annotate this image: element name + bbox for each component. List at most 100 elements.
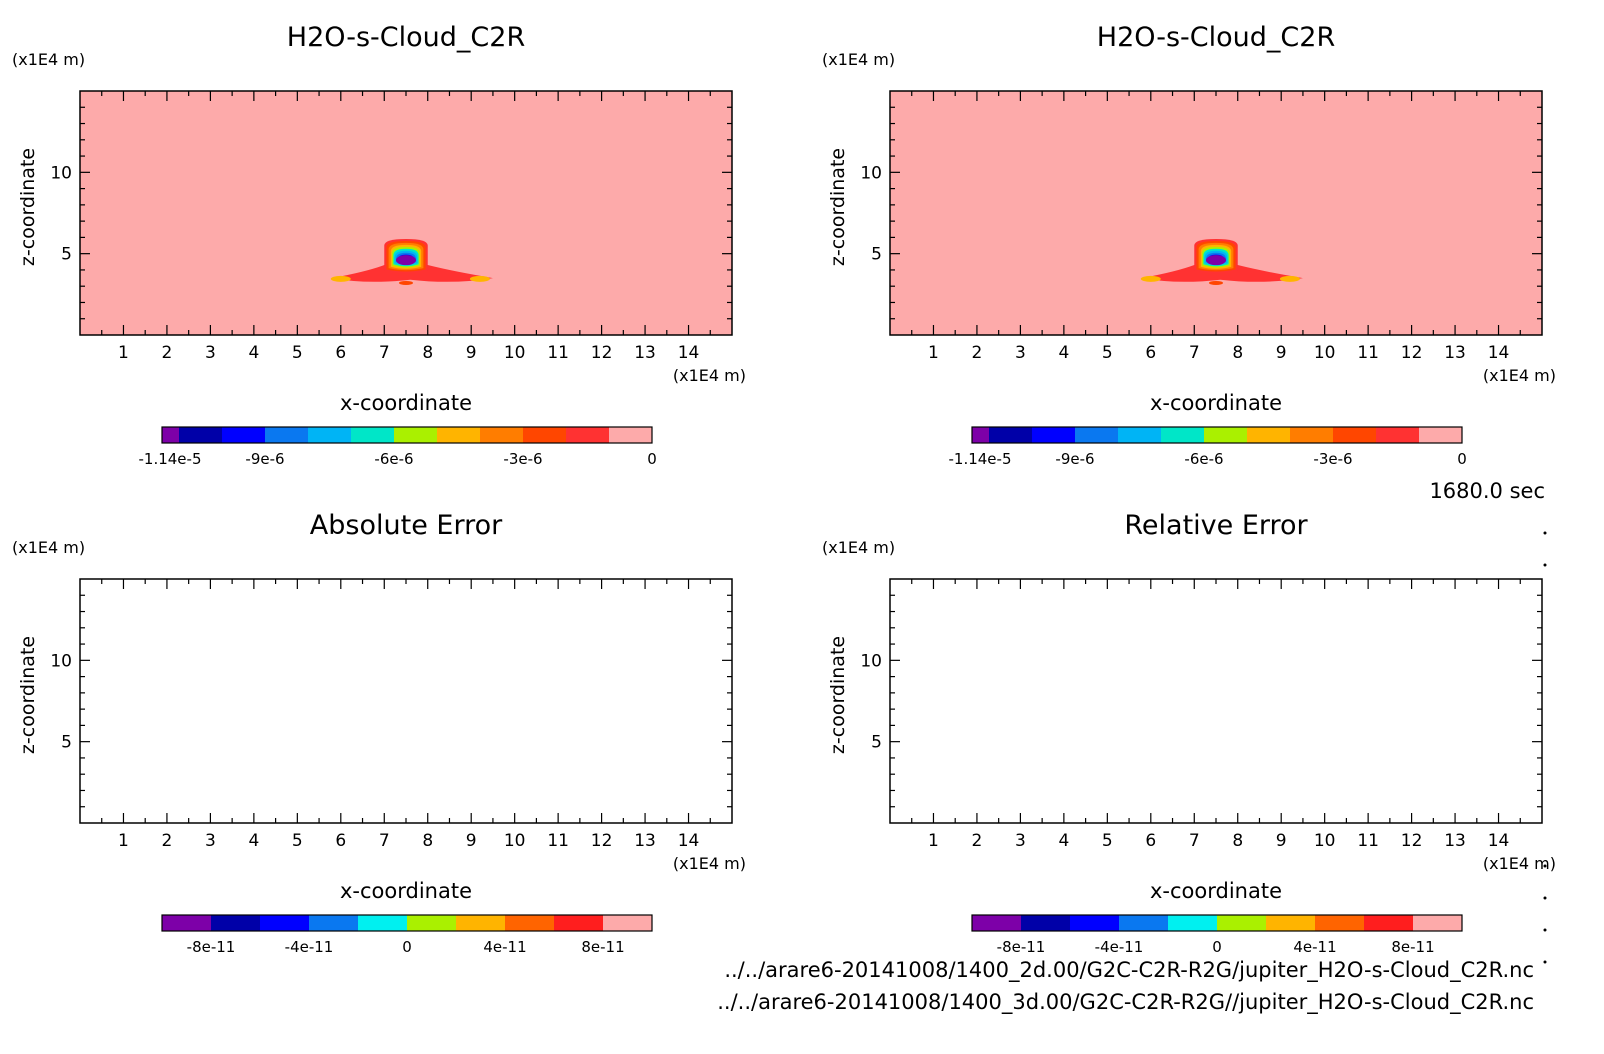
x-tick-label: 8 bbox=[422, 831, 433, 851]
x-tick-label: 7 bbox=[379, 343, 390, 363]
plot-area bbox=[80, 91, 732, 335]
x-tick-label: 12 bbox=[591, 831, 613, 851]
colorbar-tick-label: -9e-6 bbox=[1055, 450, 1094, 468]
colorbar-swatch bbox=[308, 427, 351, 443]
x-tick-label: 13 bbox=[1444, 831, 1466, 851]
x-tick-label: 3 bbox=[205, 831, 216, 851]
colorbar-tick-label: 0 bbox=[1212, 938, 1222, 956]
x-tick-label: 13 bbox=[1444, 343, 1466, 363]
plot-area bbox=[890, 91, 1542, 335]
x-tick-label: 5 bbox=[1102, 343, 1113, 363]
x-tick-label: 8 bbox=[422, 343, 433, 363]
colorbar-tick-label: 8e-11 bbox=[1391, 938, 1434, 956]
colorbar-tick-label: -4e-11 bbox=[285, 938, 334, 956]
colorbar-swatch bbox=[554, 915, 603, 931]
x-tick-label: 3 bbox=[1015, 343, 1026, 363]
plot-area bbox=[890, 579, 1542, 823]
colorbar-swatch bbox=[1315, 915, 1364, 931]
x-tick-label: 9 bbox=[466, 343, 477, 363]
x-tick-label: 13 bbox=[634, 343, 656, 363]
colorbar-frame bbox=[161, 426, 653, 444]
x-axis-label: x-coordinate bbox=[340, 879, 472, 903]
colorbar-swatch bbox=[1376, 427, 1419, 443]
chart-title: Absolute Error bbox=[310, 510, 503, 541]
x-tick-label: 1 bbox=[928, 831, 939, 851]
colorbar-tick-label: 0 bbox=[647, 450, 657, 468]
x-tick-label: 9 bbox=[466, 831, 477, 851]
colorbar-swatch bbox=[1118, 427, 1161, 443]
x-tick-label: 5 bbox=[292, 343, 303, 363]
cloud-core bbox=[396, 255, 416, 266]
x-tick-label: 2 bbox=[972, 343, 983, 363]
x-tick-label: 12 bbox=[1401, 343, 1423, 363]
colorbar-swatch bbox=[1419, 427, 1462, 443]
x-axis-label: x-coordinate bbox=[340, 391, 472, 415]
edge-dot bbox=[1543, 928, 1547, 932]
x-tick-label: 13 bbox=[634, 831, 656, 851]
colorbar-swatch bbox=[211, 915, 260, 931]
colorbar-swatch bbox=[179, 427, 222, 443]
colorbar-swatch bbox=[351, 427, 394, 443]
colorbar-swatch bbox=[1333, 427, 1376, 443]
x-tick-label: 6 bbox=[1145, 831, 1156, 851]
cloud-core bbox=[1206, 255, 1226, 266]
colorbar-swatch bbox=[1032, 427, 1075, 443]
x-axis-label: x-coordinate bbox=[1150, 391, 1282, 415]
colorbar-swatch bbox=[1075, 427, 1118, 443]
x-tick-label: 8 bbox=[1232, 343, 1243, 363]
x-tick-label: 2 bbox=[972, 831, 983, 851]
x-tick-label: 8 bbox=[1232, 831, 1243, 851]
colorbar-tick-label: 4e-11 bbox=[1293, 938, 1336, 956]
x-tick-label: 11 bbox=[547, 343, 569, 363]
colorbar-swatch bbox=[1217, 915, 1266, 931]
colorbar-swatch bbox=[566, 427, 609, 443]
x-tick-label: 4 bbox=[1058, 831, 1069, 851]
colorbar: -1.14e-5 -9e-6 -6e-6 -3e-6 0 bbox=[139, 426, 657, 468]
colorbar-swatch bbox=[505, 915, 554, 931]
chart-title: Relative Error bbox=[1124, 510, 1308, 541]
cloud-wing-right bbox=[1279, 275, 1300, 282]
colorbar-tick-label: -4e-11 bbox=[1095, 938, 1144, 956]
x-tick-label: 12 bbox=[591, 343, 613, 363]
colorbar-tick-label: 0 bbox=[1457, 450, 1467, 468]
cloud-field bbox=[330, 239, 493, 285]
colorbar-tick-label: -1.14e-5 bbox=[949, 450, 1012, 468]
colorbar-swatch bbox=[1247, 427, 1290, 443]
colorbar-tick-label: -6e-6 bbox=[1184, 450, 1223, 468]
cloud-under-spot bbox=[1209, 280, 1223, 285]
footer-path-2: ../../arare6-20141008/1400_3d.00/G2C-C2R… bbox=[717, 990, 1534, 1014]
cloud-wing-left bbox=[1140, 275, 1161, 282]
y-axis-label: z-coordinate bbox=[827, 636, 849, 754]
colorbar-tick-label: -9e-6 bbox=[245, 450, 284, 468]
colorbar-swatch bbox=[972, 427, 989, 443]
cloud-skirt bbox=[1142, 265, 1303, 282]
cloud-skirt bbox=[332, 265, 493, 282]
x-tick-label: 9 bbox=[1276, 343, 1287, 363]
colorbar: -8e-11 -4e-11 0 4e-11 8e-11 bbox=[971, 914, 1463, 956]
colorbar-swatch bbox=[523, 427, 566, 443]
x-tick-label: 2 bbox=[162, 831, 173, 851]
y-axis-label: z-coordinate bbox=[17, 636, 39, 754]
colorbar: -1.14e-5 -9e-6 -6e-6 -3e-6 0 bbox=[949, 426, 1467, 468]
x-tick-label: 14 bbox=[1488, 343, 1510, 363]
colorbar-tick-label: -1.14e-5 bbox=[139, 450, 202, 468]
colorbar-swatch bbox=[1161, 427, 1204, 443]
x-tick-label: 11 bbox=[547, 831, 569, 851]
cloud-wing-left bbox=[330, 275, 351, 282]
colorbar-swatch bbox=[162, 427, 179, 443]
x-tick-label: 4 bbox=[1058, 343, 1069, 363]
colorbar-tick-label: 4e-11 bbox=[483, 938, 526, 956]
x-tick-label: 14 bbox=[678, 831, 700, 851]
colorbar-swatch bbox=[1119, 915, 1168, 931]
colorbar-swatch bbox=[265, 427, 308, 443]
colorbar-tick-label: -3e-6 bbox=[503, 450, 542, 468]
x-tick-label: 11 bbox=[1357, 831, 1379, 851]
x-tick-label: 1 bbox=[118, 343, 129, 363]
x-tick-label: 14 bbox=[1488, 831, 1510, 851]
edge-dot bbox=[1543, 864, 1547, 868]
colorbar-swatch bbox=[1021, 915, 1070, 931]
x-tick-label: 12 bbox=[1401, 831, 1423, 851]
